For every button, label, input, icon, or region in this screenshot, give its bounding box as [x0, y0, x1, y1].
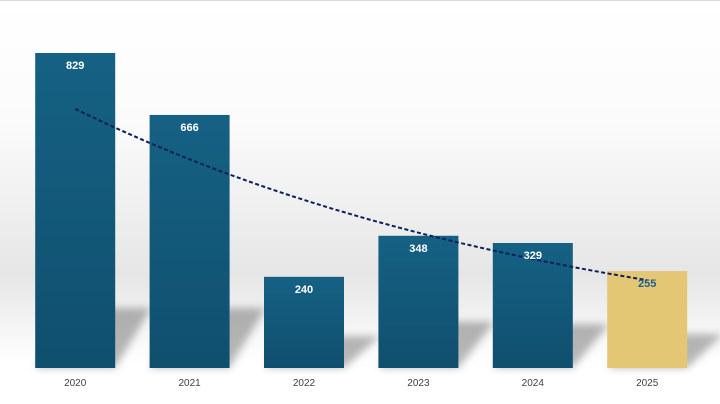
x-tick-2024: 2024 — [522, 378, 545, 389]
value-label-2020: 829 — [66, 60, 84, 72]
top-border-line — [0, 0, 720, 1]
x-tick-2023: 2023 — [407, 378, 430, 389]
value-labels-group: 829 666 240 348 329 255 — [66, 60, 656, 296]
value-label-2022: 240 — [295, 284, 313, 296]
x-tick-2025: 2025 — [636, 378, 659, 389]
bar-2023 — [378, 235, 459, 368]
x-axis-tick-labels: 2020 2021 2022 2023 2024 2025 — [64, 378, 659, 389]
value-label-2025: 255 — [638, 278, 656, 290]
value-label-2021: 666 — [180, 122, 198, 134]
x-tick-2021: 2021 — [178, 378, 201, 389]
trendline-group — [74, 107, 648, 282]
bar-2025 — [607, 271, 688, 368]
value-label-2023: 348 — [409, 243, 427, 255]
trendline — [74, 107, 648, 282]
x-tick-2022: 2022 — [293, 378, 316, 389]
bar-2020 — [35, 53, 116, 368]
value-label-2024: 329 — [524, 250, 542, 262]
bar-2022 — [264, 276, 344, 368]
x-tick-2020: 2020 — [64, 378, 87, 389]
bar-2021 — [149, 114, 230, 368]
